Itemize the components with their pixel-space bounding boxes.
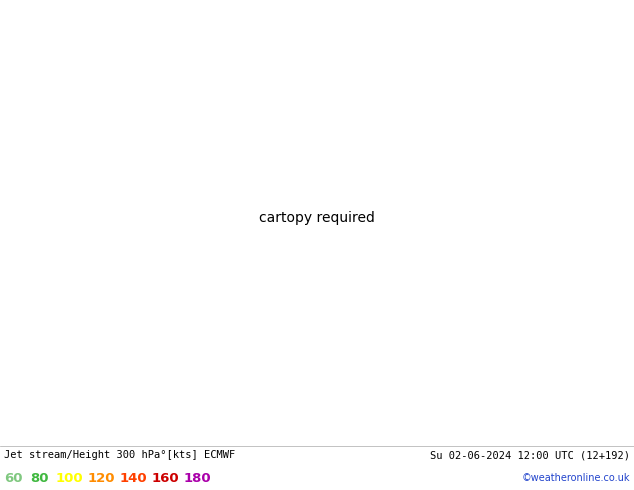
Text: Jet stream/Height 300 hPa°[kts] ECMWF: Jet stream/Height 300 hPa°[kts] ECMWF	[4, 450, 235, 461]
Text: 60: 60	[4, 471, 22, 485]
Text: cartopy required: cartopy required	[259, 211, 375, 225]
Text: 80: 80	[30, 471, 48, 485]
Text: 180: 180	[184, 471, 212, 485]
Text: 160: 160	[152, 471, 179, 485]
Text: 140: 140	[120, 471, 148, 485]
Text: 100: 100	[56, 471, 84, 485]
Text: Su 02-06-2024 12:00 UTC (12+192): Su 02-06-2024 12:00 UTC (12+192)	[430, 450, 630, 461]
Text: 120: 120	[88, 471, 115, 485]
Text: ©weatheronline.co.uk: ©weatheronline.co.uk	[522, 473, 630, 483]
